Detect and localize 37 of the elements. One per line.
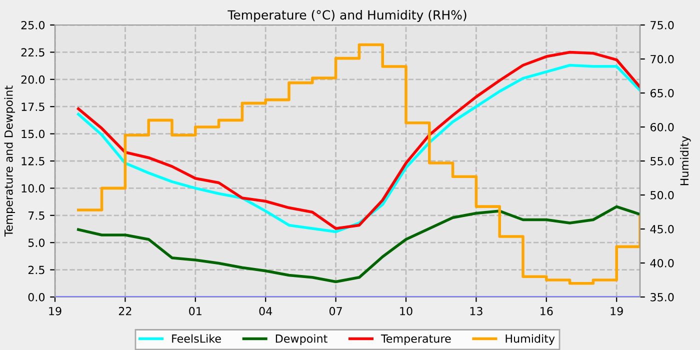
y-tick-label: 15.0 xyxy=(22,130,45,138)
legend-label: Humidity xyxy=(506,334,555,345)
y2-tick-label: 65.0 xyxy=(650,88,674,98)
x-tick-label: 01 xyxy=(189,306,202,316)
x-tick-label: 04 xyxy=(259,306,272,316)
y-tick-label: 12.5 xyxy=(22,156,44,166)
x-tick-label: 13 xyxy=(470,306,482,316)
chart-title: Temperature (°C) and Humidity (RH%) xyxy=(228,10,466,22)
y-tick-label: 7.5 xyxy=(28,212,44,220)
legend-label: Dewpoint xyxy=(276,334,328,345)
legend-label: FeelsLike xyxy=(172,334,221,343)
y2-tick-label: 40.0 xyxy=(650,258,674,268)
y2-tick-label: 60.0 xyxy=(650,122,674,132)
y-tick-label: 22.5 xyxy=(21,48,44,57)
y-tick-label: 2.5 xyxy=(28,266,44,274)
x-tick-label: 22 xyxy=(118,306,132,316)
y2-tick-label: 45.0 xyxy=(650,224,674,234)
y-tick-label: 17.5 xyxy=(22,102,44,111)
y2-tick-label: 50.0 xyxy=(650,190,674,200)
y2-tick-label: 55.0 xyxy=(650,156,674,166)
legend-label: Temperature xyxy=(380,334,451,345)
y-tick-label: 10.0 xyxy=(22,184,45,193)
line-series xyxy=(77,205,640,284)
y2-tick-label: 35.0 xyxy=(650,292,674,302)
y2-tick-label: 70.0 xyxy=(650,54,674,64)
x-tick-label: 19 xyxy=(49,306,62,316)
y2-tick-label: 75.0 xyxy=(650,20,674,30)
x-tick-label: 10 xyxy=(400,306,412,316)
y2-axis-title: Humidity xyxy=(680,136,691,186)
y-tick-label: 0.0 xyxy=(28,292,45,302)
y-tick-label: 5.0 xyxy=(28,238,45,247)
y-tick-label: 20.0 xyxy=(21,75,45,84)
y-tick-label: 25.0 xyxy=(21,20,45,30)
y-axis-title: Temperature and Dewpoint xyxy=(4,86,15,237)
x-tick-label: 07 xyxy=(329,306,342,316)
x-tick-label: 19 xyxy=(610,306,623,316)
x-tick-label: 16 xyxy=(540,306,553,316)
